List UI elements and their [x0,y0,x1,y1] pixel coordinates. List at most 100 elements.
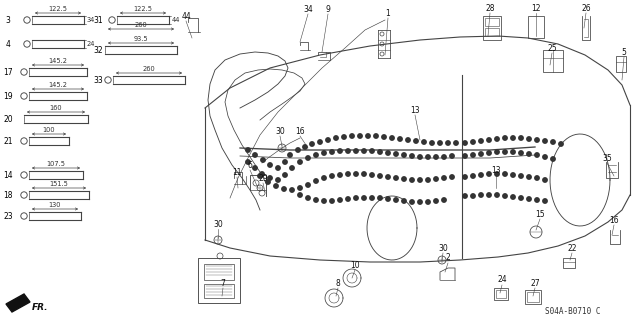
Text: 5: 5 [622,47,626,57]
Circle shape [274,184,278,188]
Text: 13: 13 [410,106,420,115]
Text: 16: 16 [609,215,619,225]
Circle shape [519,196,523,200]
Bar [496,290,506,298]
Text: 11: 11 [233,167,242,177]
Circle shape [434,177,438,181]
Circle shape [442,176,446,180]
Circle shape [450,175,454,179]
Circle shape [511,195,515,199]
Circle shape [559,142,563,146]
Circle shape [463,141,467,145]
Bar [483,16,501,40]
Circle shape [314,153,318,157]
Circle shape [418,178,422,182]
Circle shape [358,134,362,138]
Circle shape [306,196,310,200]
Circle shape [346,197,350,201]
Circle shape [354,149,358,153]
Bar [204,284,234,298]
Bar [527,292,539,302]
Circle shape [503,194,507,198]
Circle shape [410,200,414,204]
Circle shape [479,152,483,156]
Circle shape [346,172,350,176]
Circle shape [378,196,382,200]
Circle shape [414,139,419,143]
Circle shape [543,178,547,182]
Circle shape [511,173,515,177]
Circle shape [303,145,307,149]
Circle shape [394,198,398,202]
Circle shape [438,141,442,145]
Circle shape [487,138,491,142]
Circle shape [246,160,250,164]
Circle shape [479,193,483,197]
Bar [198,258,240,303]
Text: 17: 17 [3,68,13,76]
Circle shape [551,157,555,161]
Circle shape [410,154,414,158]
Circle shape [354,172,358,176]
Circle shape [362,172,366,176]
Text: 7: 7 [220,278,225,287]
Circle shape [268,163,272,167]
Text: 122.5: 122.5 [134,6,152,12]
Circle shape [298,193,302,197]
Text: 34: 34 [303,4,313,13]
Circle shape [418,155,422,159]
Circle shape [495,137,499,141]
Circle shape [266,180,270,184]
Text: 24: 24 [87,41,96,47]
Circle shape [418,200,422,204]
Text: 130: 130 [49,202,61,208]
Circle shape [511,150,515,154]
Circle shape [306,156,310,160]
Circle shape [511,136,515,140]
Text: 22: 22 [568,244,576,252]
Text: 26: 26 [581,4,590,12]
Circle shape [276,178,280,182]
Circle shape [378,174,382,178]
Text: 24: 24 [497,276,507,284]
Circle shape [296,148,300,152]
Circle shape [261,158,265,162]
Text: 14: 14 [3,171,13,180]
Circle shape [253,166,257,170]
Circle shape [426,178,430,182]
Circle shape [406,138,410,142]
Circle shape [330,150,334,154]
Circle shape [386,175,390,179]
Text: 15: 15 [535,210,545,219]
Circle shape [298,186,302,190]
Circle shape [370,196,374,200]
Bar [563,258,575,268]
Bar [485,28,499,36]
Circle shape [463,154,467,158]
Text: 145.2: 145.2 [48,58,68,64]
Circle shape [495,193,499,197]
Circle shape [362,196,366,200]
Text: 260: 260 [134,22,147,28]
Circle shape [543,155,547,159]
Text: 10: 10 [350,260,360,269]
Circle shape [306,183,310,187]
Circle shape [338,173,342,177]
Circle shape [288,153,292,157]
Circle shape [330,174,334,178]
Text: 19: 19 [3,92,13,100]
Circle shape [454,141,458,145]
Circle shape [370,149,374,153]
Circle shape [314,198,318,202]
Text: 25: 25 [547,44,557,52]
Text: 32: 32 [93,45,103,54]
Circle shape [446,141,450,145]
Text: 44: 44 [181,12,191,20]
Circle shape [276,166,280,170]
Text: 107.5: 107.5 [47,161,66,167]
Circle shape [487,172,491,176]
Circle shape [519,136,523,140]
Text: 2: 2 [446,253,450,262]
Circle shape [342,135,346,139]
Circle shape [402,199,406,203]
